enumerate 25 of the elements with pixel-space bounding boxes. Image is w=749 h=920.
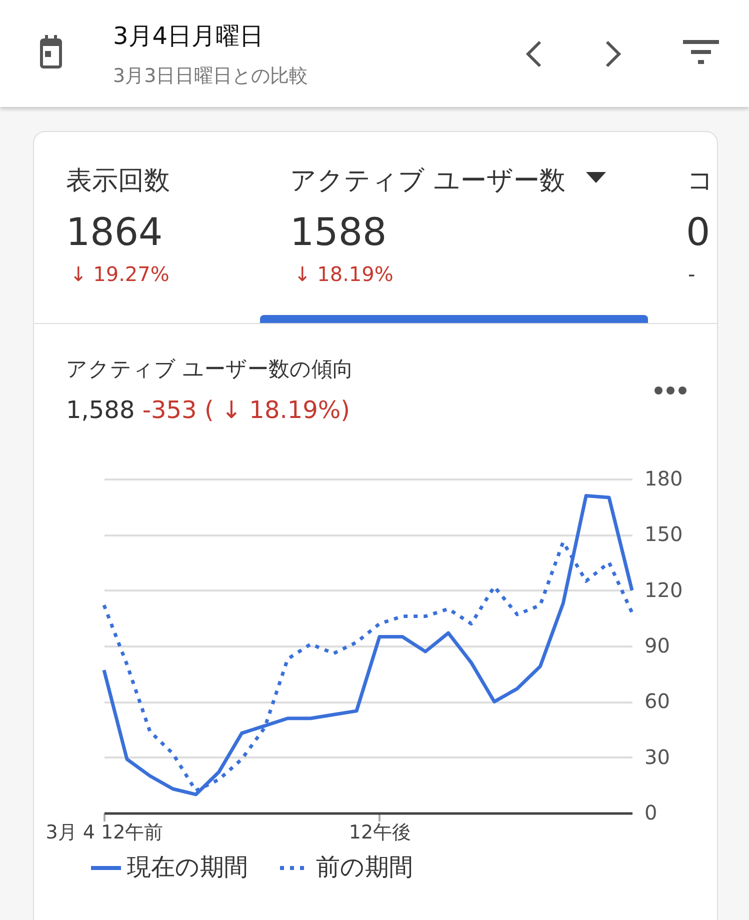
text: 表示回数 <box>66 165 170 198</box>
chart-subtitle: 1,588 -353 ( ↓ 18.19%) <box>66 396 350 424</box>
y-tick-label: 120 <box>644 578 683 602</box>
text: 0 <box>686 210 710 254</box>
text: ↓ 19.27% <box>70 262 170 286</box>
text: 1588 <box>290 210 387 254</box>
chart-title: アクティブ ユーザー数の傾向 <box>66 356 354 383</box>
text: ↓ 18.19% <box>294 262 394 286</box>
text: - <box>688 262 696 286</box>
legend-label: 前の期間 <box>316 853 413 881</box>
text: 1864 <box>66 210 163 254</box>
y-tick-label: 150 <box>644 522 683 546</box>
legend-label: 現在の期間 <box>127 853 248 881</box>
text: 3月4日月曜日 <box>113 21 264 52</box>
line-series <box>102 494 634 796</box>
x-tick-label: 3月 4 12午前 <box>46 822 164 844</box>
y-tick-label: 0 <box>644 800 658 824</box>
text: 3月3日日曜日との比較 <box>113 64 308 89</box>
text: コ <box>687 165 714 198</box>
y-tick-label: 60 <box>644 689 670 714</box>
text: アクティブ ユーザー数 <box>290 165 566 198</box>
y-tick-label: 180 <box>644 466 683 490</box>
x-tick-label: 12午後 <box>348 822 412 844</box>
y-tick-label: 30 <box>644 744 670 769</box>
y-tick-label: 90 <box>644 634 670 658</box>
